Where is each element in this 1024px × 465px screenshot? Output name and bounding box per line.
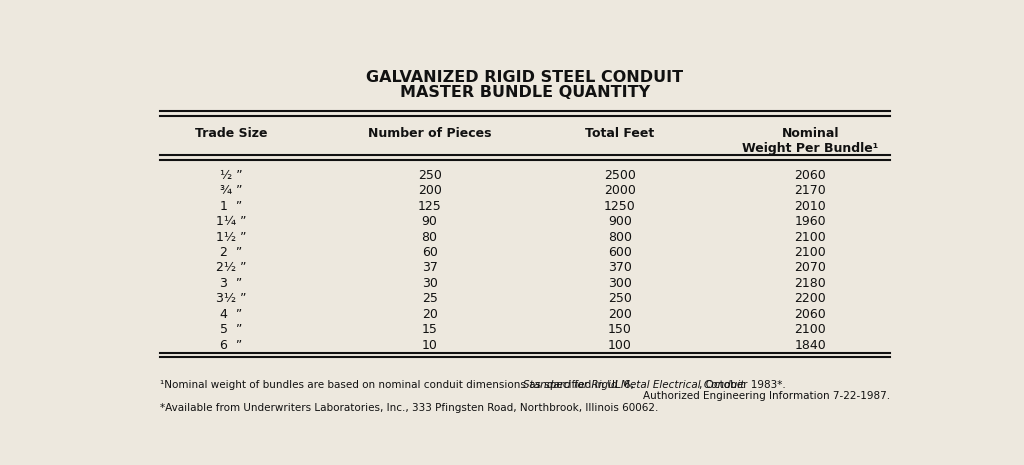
Text: 5  ”: 5 ” — [220, 323, 243, 336]
Text: Standard for Rigid Metal Electrical Conduit: Standard for Rigid Metal Electrical Cond… — [523, 380, 744, 390]
Text: 2½ ”: 2½ ” — [216, 261, 247, 274]
Text: *Available from Underwriters Laboratories, Inc., 333 Pfingsten Road, Northbrook,: *Available from Underwriters Laboratorie… — [160, 403, 658, 413]
Text: 600: 600 — [608, 246, 632, 259]
Text: 1  ”: 1 ” — [220, 199, 243, 213]
Text: 10: 10 — [422, 339, 437, 352]
Text: ½ ”: ½ ” — [220, 169, 243, 182]
Text: 2010: 2010 — [795, 199, 826, 213]
Text: 250: 250 — [418, 169, 441, 182]
Text: Nominal
Weight Per Bundle¹: Nominal Weight Per Bundle¹ — [742, 127, 879, 155]
Text: 1840: 1840 — [795, 339, 826, 352]
Text: 60: 60 — [422, 246, 437, 259]
Text: 2060: 2060 — [795, 169, 826, 182]
Text: 370: 370 — [608, 261, 632, 274]
Text: 1250: 1250 — [604, 199, 636, 213]
Text: 20: 20 — [422, 308, 437, 321]
Text: ¹Nominal weight of bundles are based on nominal conduit dimensions as specified : ¹Nominal weight of bundles are based on … — [160, 380, 637, 390]
Text: 125: 125 — [418, 199, 441, 213]
Text: 3½ ”: 3½ ” — [216, 292, 247, 306]
Text: Authorized Engineering Information 7-22-1987.: Authorized Engineering Information 7-22-… — [643, 391, 890, 401]
Text: ¾ ”: ¾ ” — [220, 184, 243, 197]
Text: 2170: 2170 — [795, 184, 826, 197]
Text: 800: 800 — [608, 231, 632, 244]
Text: 1960: 1960 — [795, 215, 826, 228]
Text: 2070: 2070 — [795, 261, 826, 274]
Text: 250: 250 — [608, 292, 632, 306]
Text: Number of Pieces: Number of Pieces — [368, 127, 492, 140]
Text: 2060: 2060 — [795, 308, 826, 321]
Text: 1½ ”: 1½ ” — [216, 231, 247, 244]
Text: 4  ”: 4 ” — [220, 308, 243, 321]
Text: 15: 15 — [422, 323, 437, 336]
Text: Total Feet: Total Feet — [586, 127, 654, 140]
Text: 200: 200 — [608, 308, 632, 321]
Text: 2500: 2500 — [604, 169, 636, 182]
Text: 6  ”: 6 ” — [220, 339, 243, 352]
Text: MASTER BUNDLE QUANTITY: MASTER BUNDLE QUANTITY — [399, 85, 650, 100]
Text: 150: 150 — [608, 323, 632, 336]
Text: 2100: 2100 — [795, 246, 826, 259]
Text: 2180: 2180 — [795, 277, 826, 290]
Text: 1¼ ”: 1¼ ” — [216, 215, 247, 228]
Text: 200: 200 — [418, 184, 441, 197]
Text: 3  ”: 3 ” — [220, 277, 243, 290]
Text: 90: 90 — [422, 215, 437, 228]
Text: , October 1983*.: , October 1983*. — [699, 380, 786, 390]
Text: 100: 100 — [608, 339, 632, 352]
Text: 900: 900 — [608, 215, 632, 228]
Text: 300: 300 — [608, 277, 632, 290]
Text: 2200: 2200 — [795, 292, 826, 306]
Text: 2000: 2000 — [604, 184, 636, 197]
Text: 30: 30 — [422, 277, 437, 290]
Text: 37: 37 — [422, 261, 437, 274]
Text: 25: 25 — [422, 292, 437, 306]
Text: 2100: 2100 — [795, 323, 826, 336]
Text: 2100: 2100 — [795, 231, 826, 244]
Text: 80: 80 — [422, 231, 437, 244]
Text: 2  ”: 2 ” — [220, 246, 243, 259]
Text: Trade Size: Trade Size — [195, 127, 267, 140]
Text: GALVANIZED RIGID STEEL CONDUIT: GALVANIZED RIGID STEEL CONDUIT — [367, 70, 683, 85]
